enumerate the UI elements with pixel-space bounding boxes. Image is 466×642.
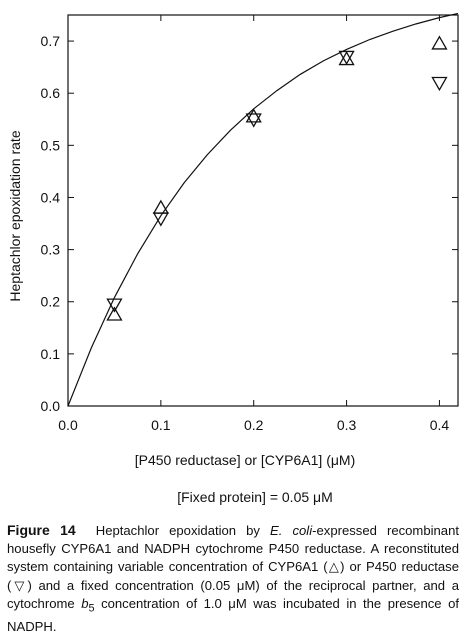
caption-organism: E. coli bbox=[270, 523, 313, 538]
p450-reductase-point bbox=[106, 298, 123, 313]
data-markers bbox=[106, 35, 448, 321]
fit-curve bbox=[67, 12, 459, 407]
p450-reductase-point bbox=[338, 50, 355, 66]
x-tick-label: 0.2 bbox=[244, 417, 264, 433]
y-tick-label: 0.0 bbox=[41, 398, 61, 414]
p450-reductase-point bbox=[431, 76, 448, 92]
cyp6a1-point bbox=[152, 199, 169, 214]
y-tick-label: 0.7 bbox=[41, 33, 61, 49]
caption-text-1: Heptachlor epoxidation by bbox=[95, 523, 271, 538]
caption-cytochrome: b bbox=[81, 595, 89, 611]
y-tick-label: 0.2 bbox=[41, 294, 61, 310]
x-tick-label: 0.3 bbox=[337, 417, 357, 433]
fit-curve-layer bbox=[67, 12, 459, 407]
fixed-protein-note: [Fixed protein] = 0.05 μM bbox=[177, 489, 333, 505]
caption-text-3: concentration of 1.0 μM was incubated in… bbox=[7, 595, 459, 634]
y-axis-label: Heptachlor epoxidation rate bbox=[7, 130, 23, 301]
y-tick-label: 0.6 bbox=[41, 85, 61, 101]
p450-reductase-point bbox=[245, 113, 262, 128]
y-tick-label: 0.5 bbox=[41, 137, 61, 153]
y-axis-ticks: 0.0 0.1 0.2 0.3 0.4 0.5 0.6 0.7 bbox=[41, 33, 458, 414]
plot-border bbox=[67, 14, 459, 407]
figure-caption: Figure 14 Heptachlor epoxidation by E. c… bbox=[7, 521, 459, 636]
y-tick-label: 0.3 bbox=[41, 242, 61, 258]
x-tick-label: 0.1 bbox=[151, 417, 171, 433]
cyp6a1-point bbox=[245, 108, 262, 123]
caption-text-2: -expressed recombinant housefly CYP6A1 a… bbox=[7, 523, 460, 611]
caption-cytochrome-subscript: 5 bbox=[88, 602, 95, 615]
x-tick-label: 0.4 bbox=[430, 417, 450, 433]
x-tick-label: 0.0 bbox=[58, 417, 78, 433]
cyp6a1-point bbox=[431, 35, 448, 50]
x-axis-ticks: 0.0 0.1 0.2 0.3 0.4 bbox=[58, 15, 449, 433]
cyp6a1-point bbox=[106, 306, 123, 321]
chart: 0.0 0.1 0.2 0.3 0.4 0.5 0.6 0.7 0.0 0.1 0.2 0.3 0.4… bbox=[7, 12, 459, 505]
x-axis-label: [P450 reductase] or [CYP6A1] (μM) bbox=[135, 452, 356, 468]
plot-frame bbox=[67, 14, 459, 407]
y-tick-label: 0.1 bbox=[41, 346, 61, 362]
p450-reductase-point bbox=[152, 212, 169, 227]
y-tick-label: 0.4 bbox=[41, 189, 61, 205]
figure-label: Figure 14 bbox=[7, 522, 76, 538]
